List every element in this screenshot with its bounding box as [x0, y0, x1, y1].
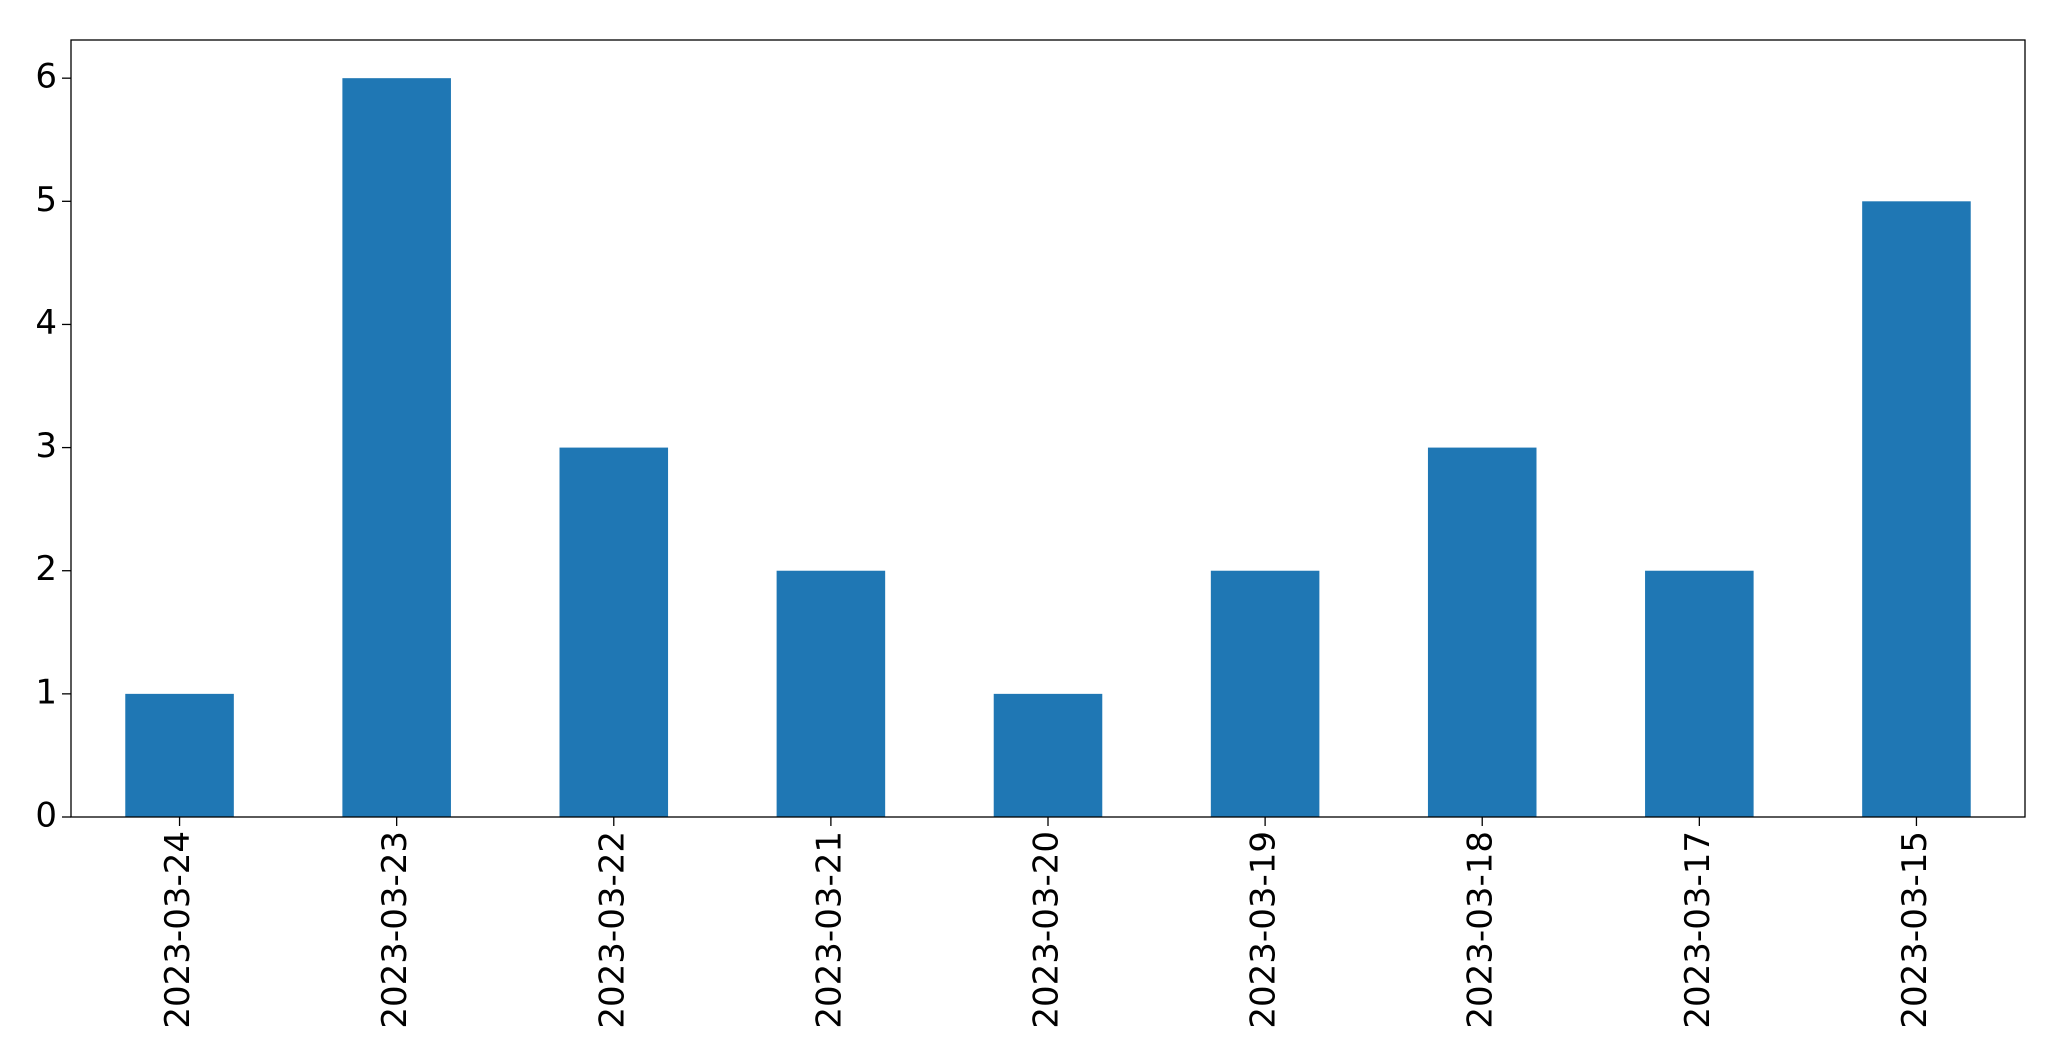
x-tick-label: 2023-03-18	[1461, 831, 1501, 1029]
bar	[1645, 570, 1754, 817]
y-tick-label: 3	[35, 426, 57, 466]
y-tick-label: 5	[35, 180, 57, 220]
bar	[1210, 570, 1320, 817]
bar	[342, 78, 451, 818]
bar	[125, 693, 234, 817]
x-tick-label: 2023-03-21	[809, 831, 849, 1029]
x-tick-label: 2023-03-17	[1678, 831, 1718, 1029]
x-tick-label: 2023-03-24	[158, 831, 198, 1029]
axes-frame	[70, 39, 2026, 818]
x-tick-label: 2023-03-15	[1895, 831, 1935, 1029]
y-tick-label: 1	[35, 672, 57, 712]
x-tick-label: 2023-03-22	[592, 831, 632, 1029]
bar	[1862, 201, 1971, 818]
y-tick-label: 2	[35, 549, 57, 589]
y-tick-label: 0	[35, 796, 57, 836]
y-tick-label: 4	[35, 303, 57, 343]
x-tick-label: 2023-03-20	[1027, 831, 1067, 1029]
bar	[993, 693, 1103, 817]
x-tick-label: 2023-03-23	[375, 831, 415, 1029]
bar	[776, 570, 886, 817]
y-tick-label: 6	[35, 57, 57, 97]
bar	[559, 447, 669, 817]
bar	[1427, 447, 1537, 817]
x-tick-label: 2023-03-19	[1244, 831, 1284, 1029]
